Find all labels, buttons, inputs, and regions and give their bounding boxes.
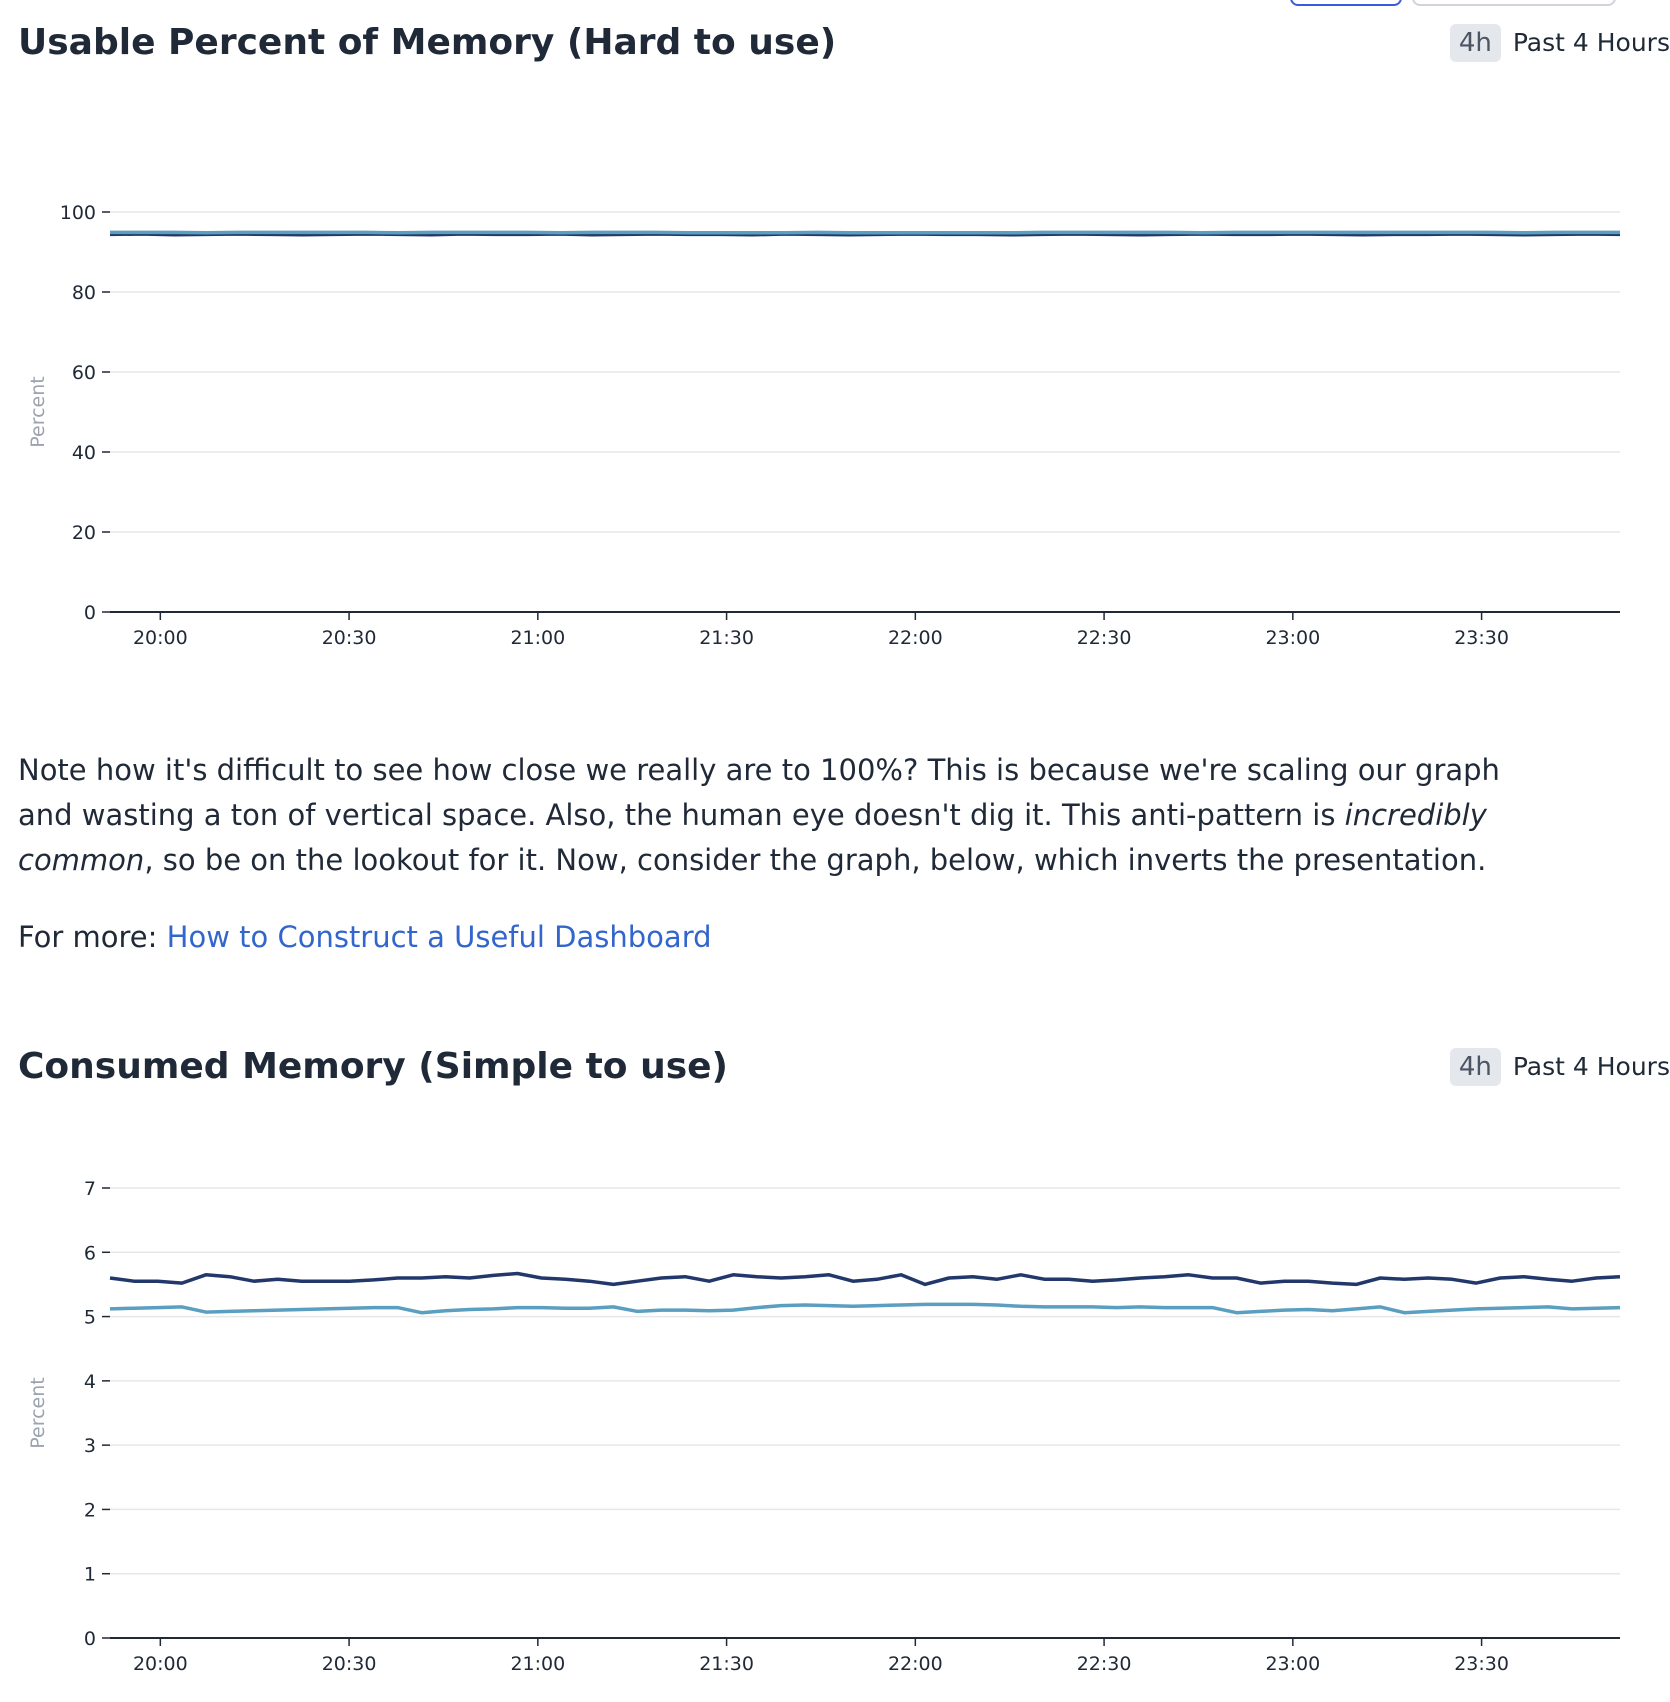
y-axis-label: Percent xyxy=(27,1377,49,1449)
x-tick-label: 22:00 xyxy=(888,1653,943,1675)
y-tick-label: 4 xyxy=(84,1371,96,1393)
note-text-end: , so be on the lookout for it. Now, cons… xyxy=(144,843,1487,877)
y-tick-label: 80 xyxy=(72,282,96,304)
y-tick-label: 5 xyxy=(84,1307,96,1329)
x-tick-label: 21:00 xyxy=(510,1653,565,1675)
widget-header-usable-memory: Usable Percent of Memory (Hard to use) 4… xyxy=(18,18,1670,68)
toolbar-button-secondary[interactable] xyxy=(1412,0,1616,6)
timeframe-chip: 4h xyxy=(1449,24,1501,62)
x-tick-label: 23:00 xyxy=(1265,627,1320,649)
y-tick-label: 20 xyxy=(72,522,96,544)
x-tick-label: 21:30 xyxy=(699,627,754,649)
timeframe-label: Past 4 Hours xyxy=(1512,1052,1670,1081)
widget-title: Usable Percent of Memory (Hard to use) xyxy=(18,22,837,63)
dashboard-guide-link[interactable]: How to Construct a Useful Dashboard xyxy=(166,920,712,954)
x-tick-label: 20:00 xyxy=(133,1653,188,1675)
widget-title: Consumed Memory (Simple to use) xyxy=(18,1046,728,1087)
y-tick-label: 40 xyxy=(72,442,96,464)
x-tick-label: 20:30 xyxy=(322,1653,377,1675)
y-tick-label: 100 xyxy=(60,202,96,224)
series-line-1 xyxy=(109,1271,1621,1287)
widget-header-consumed-memory: Consumed Memory (Simple to use) 4h Past … xyxy=(18,1042,1670,1092)
y-tick-label: 60 xyxy=(72,362,96,384)
y-tick-label: 0 xyxy=(84,602,96,624)
note-text: Note how it's difficult to see how close… xyxy=(18,753,1500,832)
x-tick-label: 23:30 xyxy=(1454,627,1509,649)
y-tick-label: 7 xyxy=(84,1178,96,1200)
x-tick-label: 21:00 xyxy=(510,627,565,649)
x-tick-label: 20:30 xyxy=(322,627,377,649)
x-tick-label: 23:30 xyxy=(1454,1653,1509,1675)
x-tick-label: 22:30 xyxy=(1077,1653,1132,1675)
y-tick-label: 6 xyxy=(84,1242,96,1264)
explanation-paragraph: Note how it's difficult to see how close… xyxy=(18,748,1528,883)
timeframe-selector[interactable]: 4h Past 4 Hours xyxy=(1449,1048,1670,1086)
x-tick-label: 23:00 xyxy=(1265,1653,1320,1675)
series-line-2 xyxy=(109,1302,1621,1315)
y-tick-label: 2 xyxy=(84,1499,96,1521)
y-axis-label: Percent xyxy=(27,376,49,448)
more-prefix: For more: xyxy=(18,920,167,954)
x-tick-label: 21:30 xyxy=(699,1653,754,1675)
y-tick-label: 0 xyxy=(84,1628,96,1650)
timeframe-label: Past 4 Hours xyxy=(1512,28,1670,57)
x-tick-label: 22:00 xyxy=(888,627,943,649)
usable-memory-chart: 0 20 40 60 80 100 20:00 20:30 21:00 21:30 22:00 22:… xyxy=(27,202,1621,649)
y-tick-label: 3 xyxy=(84,1435,96,1457)
more-paragraph: For more: How to Construct a Useful Dash… xyxy=(18,915,1528,960)
x-tick-label: 22:30 xyxy=(1077,627,1132,649)
y-tick-label: 1 xyxy=(84,1564,96,1586)
timeframe-selector[interactable]: 4h Past 4 Hours xyxy=(1449,24,1670,62)
timeframe-chip: 4h xyxy=(1449,1048,1501,1086)
note-emphasis: incredibly common xyxy=(18,798,1487,877)
toolbar-button-primary[interactable] xyxy=(1290,0,1402,6)
consumed-memory-chart: 0 1 2 3 4 5 6 7 20:00 20:30 21:00 21:30 22:00 22:30 23… xyxy=(27,1178,1621,1675)
x-tick-label: 20:00 xyxy=(133,627,188,649)
